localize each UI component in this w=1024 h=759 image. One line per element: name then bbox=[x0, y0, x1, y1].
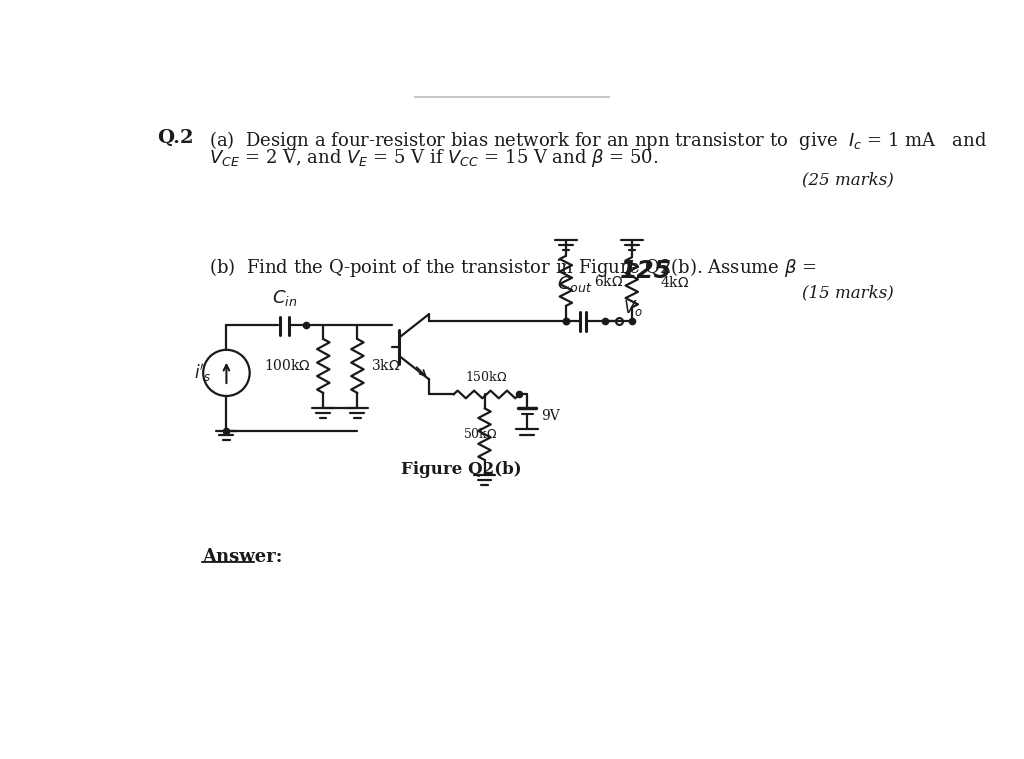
Text: Answer:: Answer: bbox=[202, 549, 282, 566]
Text: (b)  Find the Q-point of the transistor in Figure Q2(b). Assume $\beta$ =: (b) Find the Q-point of the transistor i… bbox=[209, 256, 817, 279]
Text: 3k$\Omega$: 3k$\Omega$ bbox=[371, 358, 400, 373]
Text: $i'_s$: $i'_s$ bbox=[194, 362, 212, 384]
Text: Figure Q2(b): Figure Q2(b) bbox=[401, 461, 521, 478]
Text: Q.2: Q.2 bbox=[158, 129, 194, 146]
Text: 50k$\Omega$: 50k$\Omega$ bbox=[463, 427, 498, 441]
Text: (15 marks): (15 marks) bbox=[802, 285, 894, 301]
Text: $C_{out}$: $C_{out}$ bbox=[557, 273, 593, 294]
Text: $C_{in}$: $C_{in}$ bbox=[272, 288, 297, 308]
Text: 150k$\Omega$: 150k$\Omega$ bbox=[465, 370, 508, 384]
Text: 4k$\Omega$: 4k$\Omega$ bbox=[659, 276, 689, 290]
Text: 125: 125 bbox=[621, 259, 672, 283]
Text: 100k$\Omega$: 100k$\Omega$ bbox=[264, 358, 311, 373]
Text: (25 marks): (25 marks) bbox=[802, 172, 894, 188]
Text: 9V: 9V bbox=[541, 409, 560, 423]
Text: (a)  Design a four-resistor bias network for an npn transistor to  give  $I_c$ =: (a) Design a four-resistor bias network … bbox=[209, 129, 987, 152]
Text: 6k$\Omega$: 6k$\Omega$ bbox=[594, 274, 624, 288]
Text: $V_o$: $V_o$ bbox=[624, 298, 643, 318]
Text: $V_{CE}$ = 2 V, and $V_E$ = 5 V if $V_{CC}$ = 15 V and $\beta$ = 50.: $V_{CE}$ = 2 V, and $V_E$ = 5 V if $V_{C… bbox=[209, 147, 658, 169]
